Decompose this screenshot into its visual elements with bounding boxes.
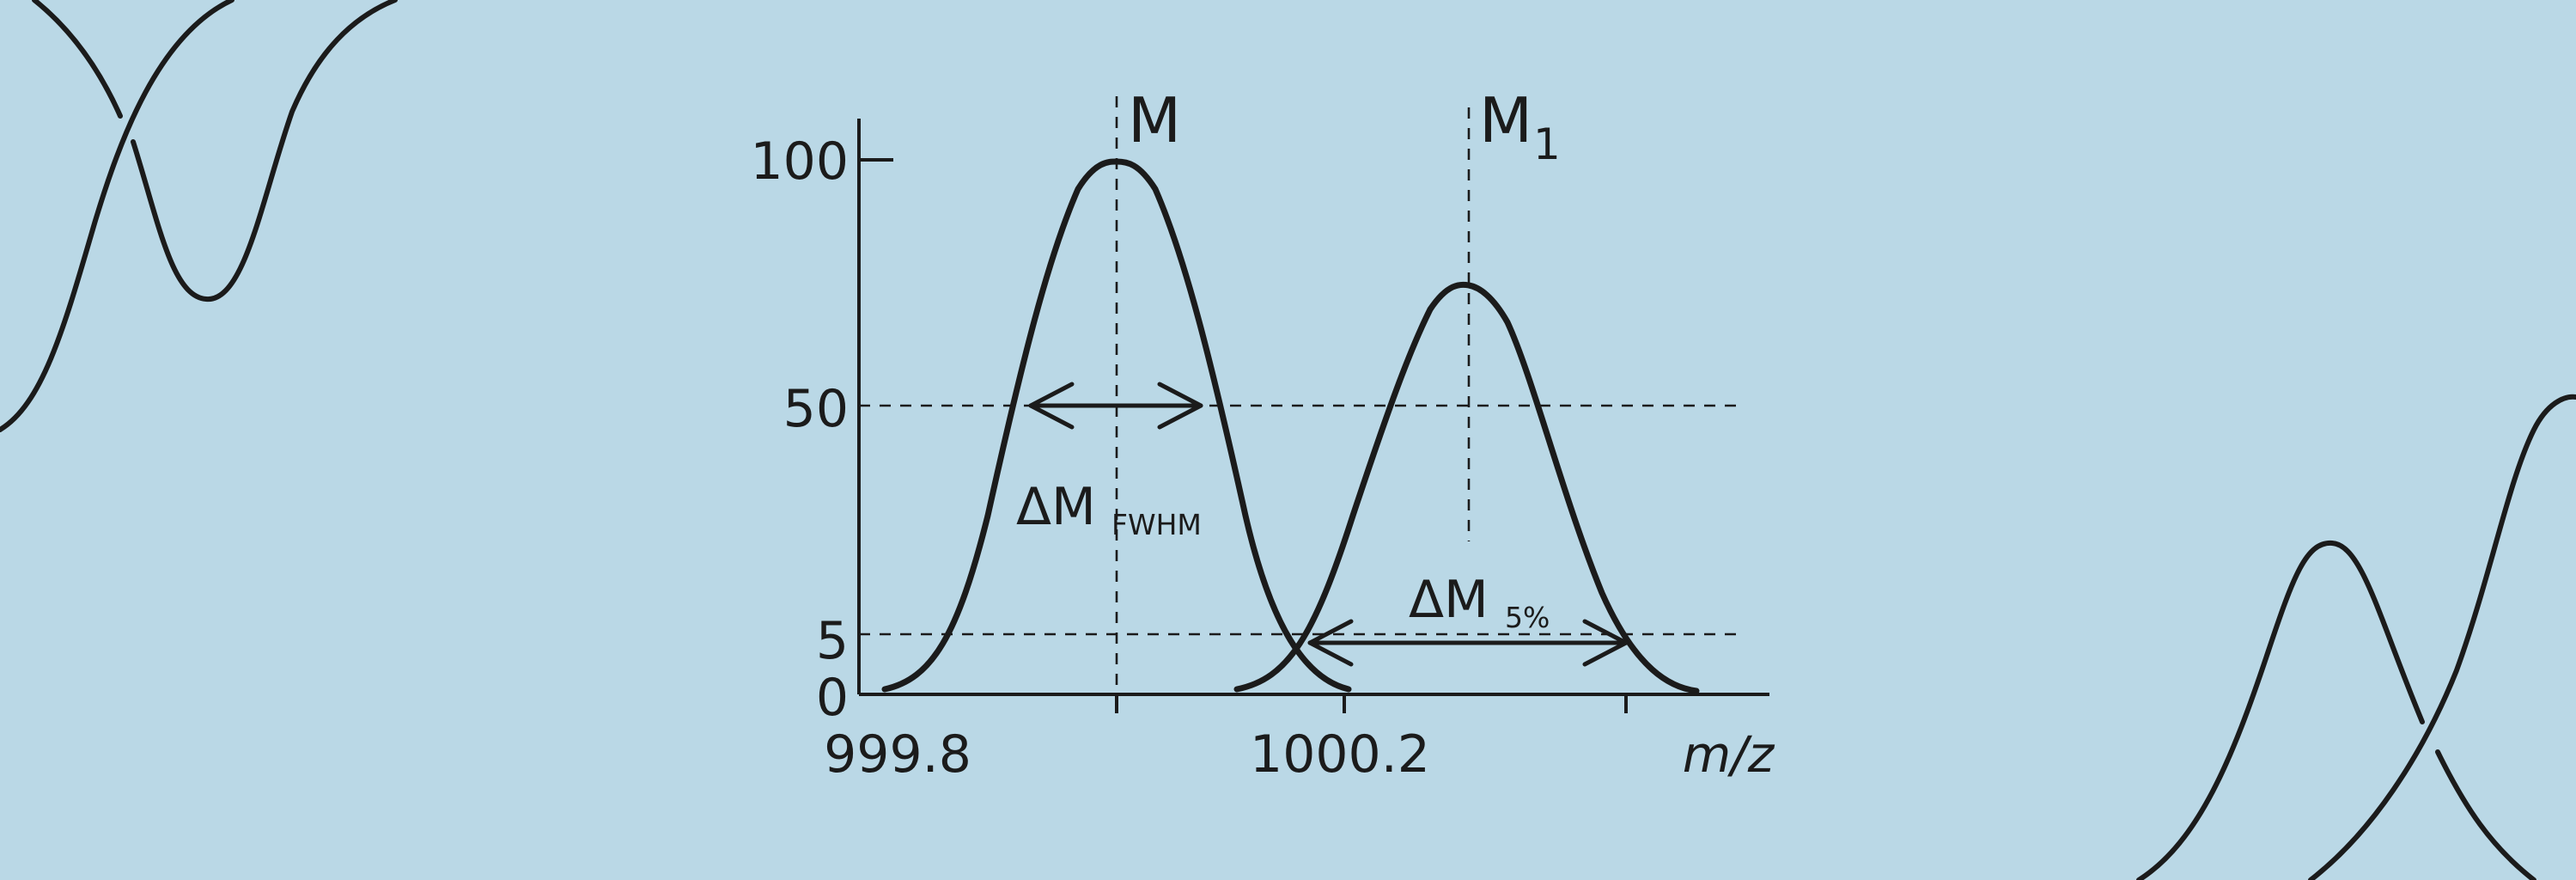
deco-curve-bottom-right-a	[2136, 540, 2425, 880]
width-5-percent-label-subscript: 5%	[1505, 601, 1550, 634]
fwhm-arrow	[1028, 382, 1203, 430]
x-tick-label-1000-2: 1000.2	[1250, 724, 1430, 785]
peak-m1-label-main: M	[1479, 84, 1532, 156]
y-tick-label-100: 100	[750, 131, 849, 192]
width-5-percent-label: ΔM 5%	[1409, 570, 1550, 634]
deco-curve-bottom-right-b	[2308, 394, 2576, 880]
fwhm-label-subscript: FWHM	[1111, 508, 1202, 541]
peak-m1-label-subscript: 1	[1533, 119, 1561, 169]
y-tick-label-5: 5	[816, 611, 849, 671]
peak-m1-curve	[1233, 281, 1700, 694]
peak-m-label: M	[1128, 84, 1181, 156]
deco-curve-top-left-c	[131, 0, 398, 302]
width-5-percent-arrow	[1307, 619, 1629, 667]
deco-curve-bottom-right-c	[2435, 749, 2536, 880]
y-tick-label-50: 50	[783, 379, 849, 439]
x-axis-unit-label: m/z	[1683, 725, 1775, 784]
fwhm-label: ΔM FWHM	[1016, 477, 1202, 541]
x-tick-label-999-8: 999.8	[824, 724, 971, 785]
deco-curve-top-left-a	[32, 0, 123, 119]
width-5-percent-label-main: ΔM	[1409, 570, 1489, 630]
fwhm-label-main: ΔM	[1016, 477, 1096, 537]
peak-m1-label: M 1	[1479, 84, 1561, 169]
peak-m-curve	[881, 158, 1352, 693]
deco-curve-top-left-b	[0, 0, 234, 432]
y-tick-label-0: 0	[816, 668, 849, 728]
